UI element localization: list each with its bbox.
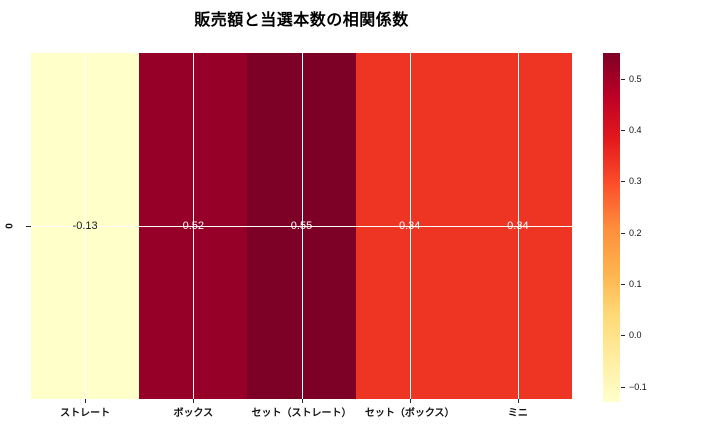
cell-value-label: 0.55 [290,220,313,232]
colorbar-tick-label: 0.1 [629,278,642,289]
colorbar-tick-label: −0.1 [629,381,647,392]
colorbar-tick-label: 0.3 [629,176,642,187]
colorbar-tick-label: 0.5 [629,73,642,84]
x-axis-tick-label: セット（ストレート） [251,408,352,419]
colorbar-tick-label: 0.4 [629,124,642,135]
chart-title: 販売額と当選本数の相関係数 [194,12,409,29]
x-axis-tick-mark [517,399,519,403]
colorbar-gradient [603,53,620,402]
cell-value-label: -0.13 [72,220,98,232]
colorbar-tick-label: 0.2 [629,227,642,238]
x-axis-tick-label: ボックス [173,408,214,419]
colorbar-tick-label: 0.0 [629,330,642,341]
colorbar-tick-mark [621,386,625,388]
x-axis-tick-label: ストレート [60,408,111,419]
colorbar-tick-mark [621,129,625,131]
x-axis-tick-mark [409,399,411,403]
x-axis-tick-mark [301,399,303,403]
cell-value-label: 0.52 [182,220,205,232]
x-axis-tick-label: セット（ボックス） [364,408,455,419]
x-axis-tick-mark [193,399,195,403]
x-axis-tick-mark [85,399,87,403]
y-axis-tick-label: 0 [4,223,16,229]
y-axis-tick-mark [26,226,31,227]
colorbar-tick-mark [621,335,625,337]
x-axis-tick-label: ミニ [507,408,528,419]
colorbar-tick-mark [621,78,625,80]
colorbar-tick-mark [621,232,625,234]
cell-value-label: 0.34 [507,220,529,232]
colorbar-tick-mark [621,283,625,285]
colorbar-tick-mark [621,181,625,183]
cell-value-label: 0.34 [398,220,421,232]
